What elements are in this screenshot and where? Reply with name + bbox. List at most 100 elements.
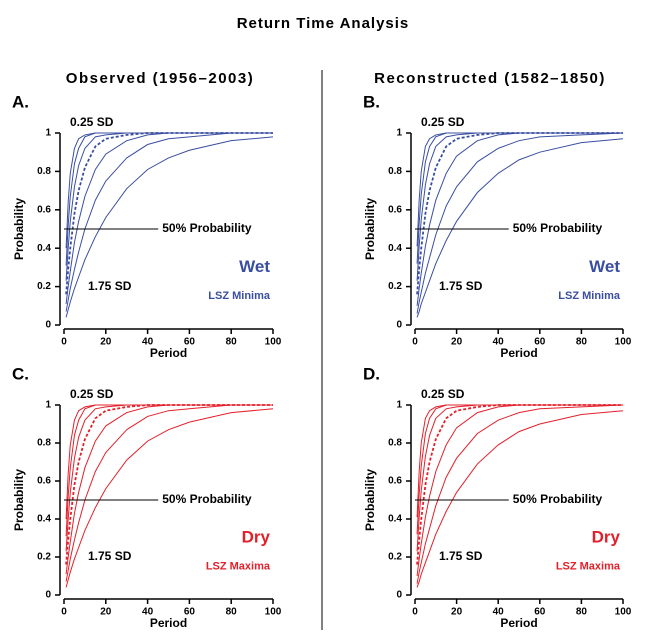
x-tick-label: 40 bbox=[142, 337, 154, 348]
x-tick-label: 20 bbox=[451, 337, 463, 348]
curve bbox=[416, 404, 623, 577]
curve bbox=[416, 132, 624, 314]
annotation: 0.25 SD bbox=[421, 387, 465, 401]
x-axis-label: Period bbox=[150, 616, 187, 630]
curve bbox=[65, 404, 273, 565]
y-tick-label: 1 bbox=[45, 400, 51, 411]
x-tick-label: 100 bbox=[615, 607, 632, 618]
x-tick-label: 40 bbox=[142, 607, 154, 618]
column-title: Observed (1956–2003) bbox=[66, 70, 254, 87]
y-tick-label: 1 bbox=[45, 128, 51, 139]
x-tick-label: 80 bbox=[576, 337, 588, 348]
extreme-label: LSZ Minima bbox=[558, 290, 621, 302]
y-tick-label: 0.2 bbox=[388, 281, 402, 292]
x-tick-label: 100 bbox=[265, 337, 282, 348]
x-tick-label: 80 bbox=[576, 607, 588, 618]
x-tick-label: 80 bbox=[226, 337, 238, 348]
column-title: Reconstructed (1582–1850) bbox=[374, 70, 606, 87]
climate-label: Wet bbox=[589, 257, 620, 276]
x-tick-label: 60 bbox=[534, 337, 546, 348]
x-tick-label: 60 bbox=[534, 607, 546, 618]
x-tick-label: 60 bbox=[184, 607, 196, 618]
annotation: 0.25 SD bbox=[70, 387, 114, 401]
y-tick-label: 0.4 bbox=[37, 243, 51, 254]
x-tick-label: 80 bbox=[226, 607, 238, 618]
curve bbox=[416, 404, 624, 584]
curve bbox=[65, 404, 273, 537]
climate-label: Dry bbox=[592, 527, 621, 546]
y-axis-label: Probability bbox=[12, 198, 26, 260]
y-tick-label: 0.8 bbox=[37, 438, 51, 449]
panel-label: D. bbox=[363, 364, 380, 383]
x-axis-label: Period bbox=[150, 346, 187, 360]
curve bbox=[65, 408, 274, 588]
x-tick-label: 20 bbox=[100, 607, 112, 618]
y-tick-label: 0.6 bbox=[388, 204, 402, 215]
climate-label: Wet bbox=[239, 257, 270, 276]
x-tick-label: 20 bbox=[100, 337, 112, 348]
y-axis-label: Probability bbox=[363, 198, 377, 260]
y-axis-label: Probability bbox=[363, 469, 377, 531]
y-tick-label: 1 bbox=[396, 128, 402, 139]
y-tick-label: 0.4 bbox=[388, 514, 402, 525]
curve bbox=[416, 404, 623, 565]
curve bbox=[65, 132, 273, 266]
curve bbox=[65, 132, 273, 304]
y-tick-label: 0 bbox=[45, 320, 51, 331]
x-tick-label: 0 bbox=[412, 337, 418, 348]
y-tick-label: 0.2 bbox=[388, 552, 402, 563]
extreme-label: LSZ Maxima bbox=[206, 560, 271, 572]
x-tick-label: 0 bbox=[61, 337, 67, 348]
y-axis-label: Probability bbox=[12, 469, 26, 531]
annotation: 1.75 SD bbox=[88, 279, 132, 293]
y-tick-label: 0 bbox=[396, 320, 402, 331]
x-tick-label: 40 bbox=[493, 607, 505, 618]
figure-title: Return Time Analysis bbox=[237, 15, 410, 32]
y-tick-label: 0.8 bbox=[388, 166, 402, 177]
x-tick-label: 0 bbox=[61, 607, 67, 618]
y-tick-label: 0.6 bbox=[37, 204, 51, 215]
curve bbox=[416, 138, 624, 318]
extreme-label: LSZ Minima bbox=[208, 290, 271, 302]
x-tick-label: 0 bbox=[412, 607, 418, 618]
panel-label: B. bbox=[363, 92, 380, 111]
y-tick-label: 0.2 bbox=[37, 552, 51, 563]
y-tick-label: 0 bbox=[45, 590, 51, 601]
x-tick-label: 40 bbox=[493, 337, 505, 348]
extreme-label: LSZ Maxima bbox=[556, 560, 621, 572]
reference-label: 50% Probability bbox=[162, 221, 252, 235]
annotation: 0.25 SD bbox=[421, 115, 465, 129]
curve bbox=[65, 132, 273, 312]
y-tick-label: 0.6 bbox=[37, 476, 51, 487]
y-tick-label: 0.8 bbox=[388, 438, 402, 449]
y-tick-label: 0.4 bbox=[37, 514, 51, 525]
reference-label: 50% Probability bbox=[162, 492, 252, 506]
x-axis-label: Period bbox=[500, 346, 537, 360]
x-tick-label: 20 bbox=[451, 607, 463, 618]
curve bbox=[416, 404, 623, 535]
curve bbox=[65, 404, 273, 582]
climate-label: Dry bbox=[242, 527, 271, 546]
reference-label: 50% Probability bbox=[513, 492, 603, 506]
annotation: 0.25 SD bbox=[70, 115, 114, 129]
x-tick-label: 100 bbox=[615, 337, 632, 348]
curve bbox=[416, 132, 623, 306]
x-axis-label: Period bbox=[500, 616, 537, 630]
curve bbox=[416, 410, 624, 588]
y-tick-label: 0 bbox=[396, 590, 402, 601]
annotation: 1.75 SD bbox=[439, 549, 483, 563]
reference-label: 50% Probability bbox=[513, 221, 603, 235]
curve bbox=[416, 132, 623, 264]
y-tick-label: 0.4 bbox=[388, 243, 402, 254]
y-tick-label: 0.6 bbox=[388, 476, 402, 487]
panel-label: C. bbox=[12, 364, 29, 383]
x-tick-label: 60 bbox=[184, 337, 196, 348]
curve bbox=[65, 404, 273, 575]
annotation: 1.75 SD bbox=[88, 549, 132, 563]
y-tick-label: 1 bbox=[396, 400, 402, 411]
curve bbox=[65, 136, 274, 318]
annotation: 1.75 SD bbox=[439, 279, 483, 293]
x-tick-label: 100 bbox=[265, 607, 282, 618]
y-tick-label: 0.8 bbox=[37, 166, 51, 177]
